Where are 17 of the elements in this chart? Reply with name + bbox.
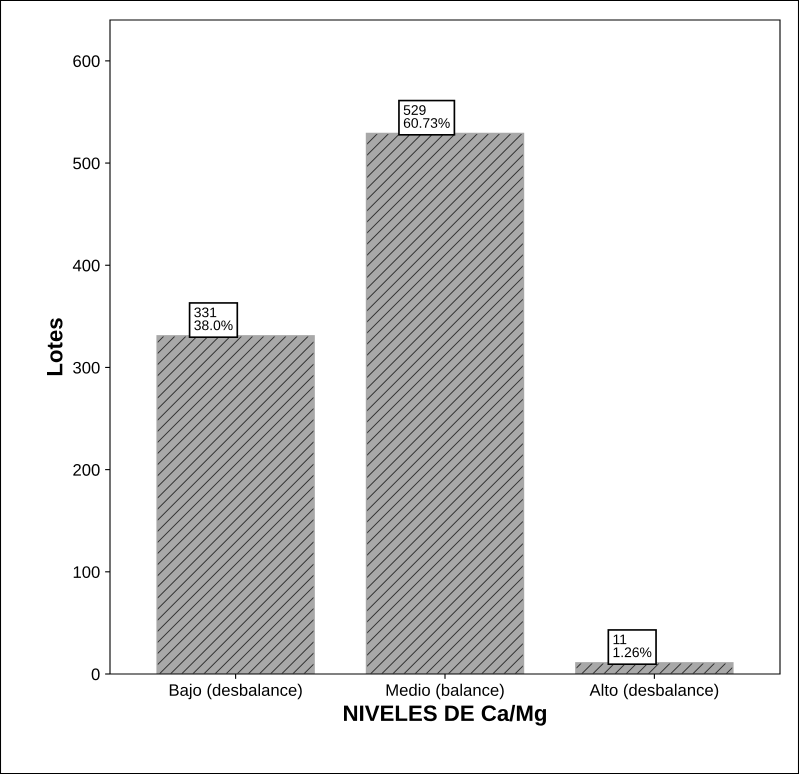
x-tick-label: Alto (desbalance) (590, 684, 718, 700)
y-tick-label: 0 (92, 668, 100, 680)
x-tick-label: Medio (balance) (386, 684, 504, 700)
y-tick-label: 400 (72, 260, 100, 272)
x-axis-title: NIVELES DE Ca/Mg (344, 704, 546, 726)
bar (156, 335, 315, 674)
y-axis-title: Lotes (47, 318, 63, 376)
data-label: 11 1.26% (614, 634, 652, 658)
y-tick-label: 500 (73, 157, 100, 170)
y-tick-label: 200 (73, 464, 100, 476)
y-tick-label: 600 (73, 55, 100, 68)
bar (366, 132, 524, 674)
y-tick-label: 300 (73, 362, 100, 374)
data-label: 529 60.73% (404, 105, 450, 128)
y-tick-label: 100 (74, 566, 100, 578)
data-label: 331 38.0% (194, 307, 233, 330)
x-tick-label: Bajo (desbalance) (170, 684, 302, 700)
